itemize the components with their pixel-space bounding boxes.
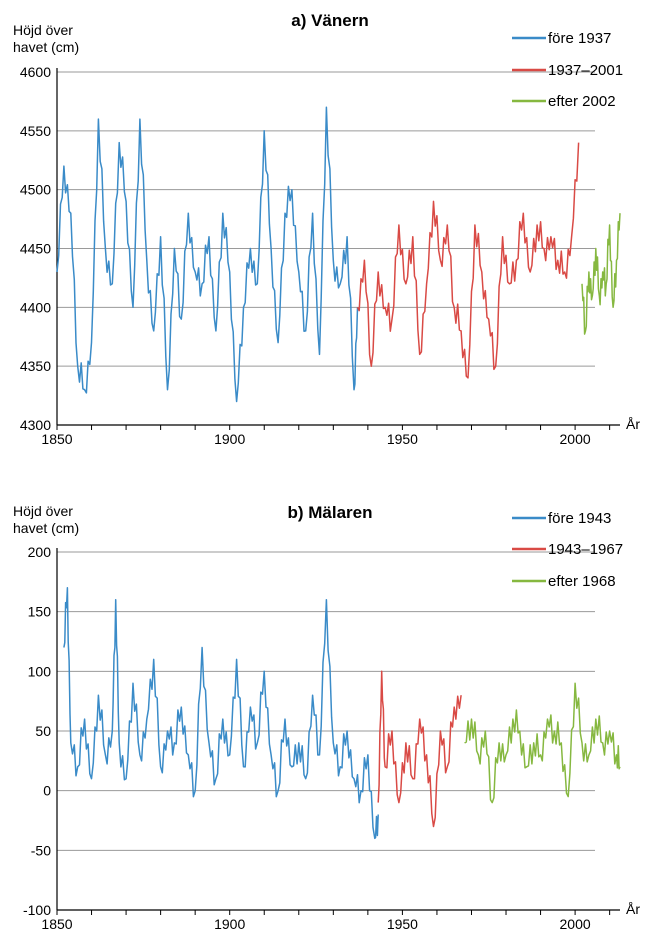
chart-title: a) Vänern [291,11,368,30]
y-tick-label: 200 [28,544,52,560]
series-line-vanern-0 [56,106,359,403]
x-tick-label: 1950 [387,916,418,932]
x-axis-label: År [626,901,640,917]
x-tick-label: 1950 [387,431,418,447]
legend-label: 1943–1967 [548,541,623,558]
legend-label: 1937–2001 [548,62,623,79]
legend-label: efter 1968 [548,573,616,590]
series-line-vanern-1 [356,142,580,379]
y-tick-label: 150 [28,604,52,620]
x-tick-label: 1850 [41,431,72,447]
y-axis-label: Höjd över havet (cm) [13,22,79,55]
y-axis-label: Höjd över havet (cm) [13,503,79,536]
legend-label: före 1937 [548,30,611,47]
y-tick-label: 4550 [20,123,51,139]
x-axis-label: År [626,416,640,432]
y-tick-label: 50 [35,723,51,739]
legend-label: före 1943 [548,510,611,527]
y-tick-label: 4450 [20,241,51,257]
chart-panel-malaren: -100 -50 0 50 100 150 200 1850 1900 1950 2000 År b) … [13,503,640,932]
x-tick-label: 1850 [41,916,72,932]
y-tick-label: 0 [43,783,51,799]
x-tick-label: 2000 [560,431,591,447]
series-line-malaren-1 [377,670,462,828]
y-tick-label: 4500 [20,182,51,198]
y-tick-label: 4300 [20,417,51,433]
y-tick-label: 4350 [20,358,51,374]
legend-label: efter 2002 [548,93,616,110]
y-tick-label: -100 [23,902,51,918]
chart-panel-vanern: 4300 4350 4400 4450 4500 4550 4600 1850 1900 1950… [13,11,640,447]
series-line-vanern-2 [581,213,621,335]
series-line-malaren-0 [63,587,379,840]
x-tick-label: 1900 [214,431,245,447]
y-tick-label: 100 [28,663,52,679]
y-tick-label: -50 [31,842,51,858]
y-tick-label: 4400 [20,299,51,315]
x-tick-label: 1900 [214,916,245,932]
y-tick-label: 4600 [20,64,51,80]
series-line-malaren-2 [464,682,621,804]
chart-title: b) Mälaren [287,503,372,522]
x-tick-label: 2000 [560,916,591,932]
